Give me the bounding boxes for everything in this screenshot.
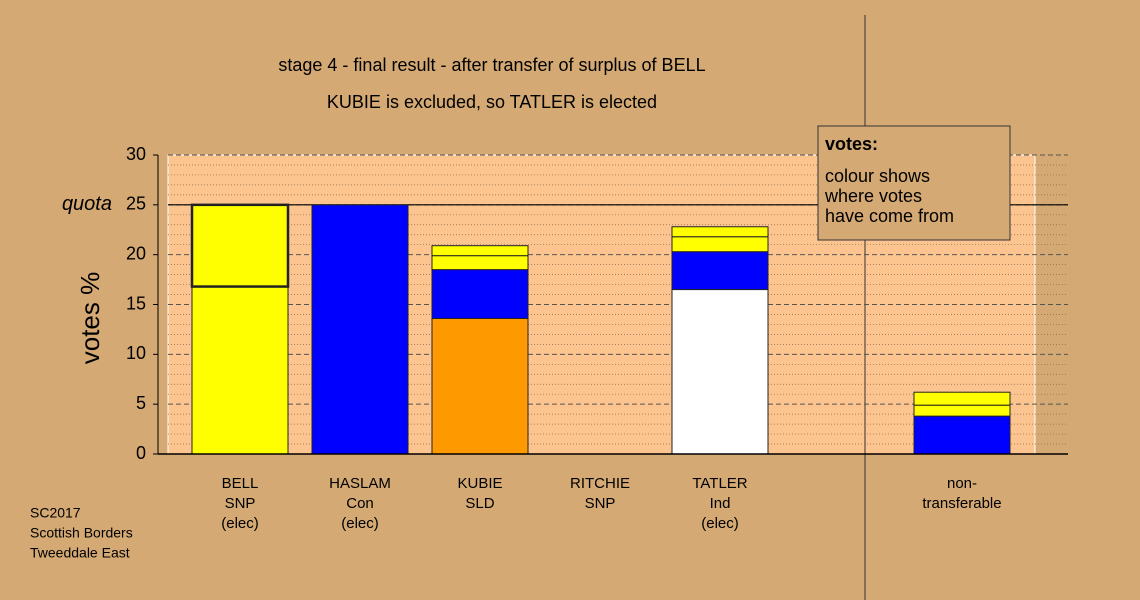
y-tick-label: 5 bbox=[136, 393, 146, 413]
x-tick-label: SNP bbox=[585, 495, 616, 512]
y-tick-label: 20 bbox=[126, 243, 146, 263]
bar-segment bbox=[311, 204, 409, 455]
y-tick-label: 30 bbox=[126, 144, 146, 164]
bar-segment bbox=[913, 404, 1011, 417]
x-tick-label: KUBIE bbox=[457, 475, 502, 492]
bar-segment bbox=[671, 251, 769, 291]
x-tick-label: Ind bbox=[710, 495, 731, 512]
bar-segment bbox=[431, 255, 529, 271]
note-line: colour shows bbox=[825, 166, 930, 186]
y-tick-label: 10 bbox=[126, 343, 146, 363]
bar-segment bbox=[431, 317, 529, 455]
note-line: where votes bbox=[824, 186, 922, 206]
footer: SC2017 bbox=[30, 505, 81, 521]
footer: Scottish Borders bbox=[30, 525, 133, 541]
quota-label: quota bbox=[62, 193, 112, 215]
bar-segment bbox=[191, 286, 289, 455]
bar-segment bbox=[913, 391, 1011, 406]
note-line: have come from bbox=[825, 206, 954, 226]
bar-segment bbox=[671, 289, 769, 455]
x-tick-label: (elec) bbox=[221, 515, 259, 532]
x-tick-label: TATLER bbox=[692, 475, 747, 492]
x-tick-label: Con bbox=[346, 495, 374, 512]
y-tick-label: 15 bbox=[126, 293, 146, 313]
x-tick-label: non- bbox=[947, 475, 977, 492]
bar-segment bbox=[671, 236, 769, 253]
bar-segment bbox=[913, 415, 1011, 455]
x-tick-label: HASLAM bbox=[329, 475, 391, 492]
y-axis-label: votes % bbox=[75, 272, 105, 365]
note-box bbox=[817, 125, 1011, 241]
note-title: votes: bbox=[825, 134, 878, 154]
y-tick-label: 25 bbox=[126, 194, 146, 214]
x-tick-label: transferable bbox=[922, 495, 1001, 512]
x-tick-label: RITCHIE bbox=[570, 475, 630, 492]
footer: Tweeddale East bbox=[30, 545, 130, 561]
x-tick-label: BELL bbox=[222, 475, 259, 492]
subtitle: KUBIE is excluded, so TATLER is elected bbox=[327, 92, 657, 112]
bar-segment bbox=[671, 226, 769, 238]
x-tick-label: (elec) bbox=[341, 515, 379, 532]
x-tick-label: SLD bbox=[465, 495, 494, 512]
bar-segment bbox=[431, 269, 529, 319]
x-tick-label: SNP bbox=[225, 495, 256, 512]
x-tick-label: (elec) bbox=[701, 515, 739, 532]
bar-segment bbox=[190, 203, 290, 288]
bar-segment bbox=[431, 245, 529, 257]
title: stage 4 - final result - after transfer … bbox=[278, 55, 705, 75]
y-tick-label: 0 bbox=[136, 443, 146, 463]
